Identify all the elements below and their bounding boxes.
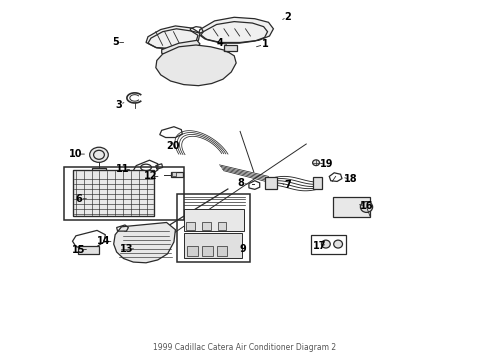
Bar xyxy=(202,222,211,230)
Ellipse shape xyxy=(90,147,108,162)
Bar xyxy=(73,170,154,216)
Text: 17: 17 xyxy=(313,241,326,251)
Polygon shape xyxy=(156,45,236,86)
Bar xyxy=(333,197,370,217)
Text: 16: 16 xyxy=(360,201,374,211)
Text: 18: 18 xyxy=(344,174,358,184)
Bar xyxy=(78,246,99,254)
Polygon shape xyxy=(146,26,200,49)
Ellipse shape xyxy=(361,202,372,212)
Text: 3: 3 xyxy=(116,100,122,110)
Bar xyxy=(187,246,198,256)
Text: 8: 8 xyxy=(238,178,245,188)
Bar xyxy=(313,177,322,189)
Text: 11: 11 xyxy=(116,164,129,174)
Bar xyxy=(217,246,227,256)
Text: 10: 10 xyxy=(69,149,82,159)
Text: 20: 20 xyxy=(167,141,180,151)
Text: 1999 Cadillac Catera Air Conditioner Diagram 2: 1999 Cadillac Catera Air Conditioner Dia… xyxy=(153,343,337,352)
Bar xyxy=(177,194,250,262)
Bar xyxy=(224,45,237,51)
Polygon shape xyxy=(162,40,200,56)
Bar xyxy=(265,177,277,189)
Polygon shape xyxy=(198,17,273,42)
Text: 4: 4 xyxy=(217,38,223,48)
Text: 13: 13 xyxy=(120,244,133,255)
Text: 1: 1 xyxy=(262,39,268,49)
Text: 7: 7 xyxy=(284,180,291,190)
Bar xyxy=(64,167,184,220)
Text: 9: 9 xyxy=(239,244,246,254)
Ellipse shape xyxy=(321,240,330,248)
Bar xyxy=(311,235,346,254)
Bar xyxy=(92,168,106,172)
Text: 19: 19 xyxy=(319,159,333,169)
Bar xyxy=(186,222,195,230)
Polygon shape xyxy=(73,170,154,216)
Bar xyxy=(202,246,213,256)
Text: 14: 14 xyxy=(97,236,110,246)
Text: 12: 12 xyxy=(144,171,157,181)
Polygon shape xyxy=(114,222,175,263)
Bar xyxy=(218,222,226,230)
Text: 6: 6 xyxy=(75,194,82,204)
Bar xyxy=(184,233,242,258)
Bar xyxy=(171,172,183,177)
Bar xyxy=(172,172,176,176)
Polygon shape xyxy=(184,209,244,231)
Text: 2: 2 xyxy=(284,12,291,22)
Text: 5: 5 xyxy=(112,37,119,48)
Text: 15: 15 xyxy=(72,245,86,255)
Ellipse shape xyxy=(334,240,343,248)
Ellipse shape xyxy=(313,160,319,166)
